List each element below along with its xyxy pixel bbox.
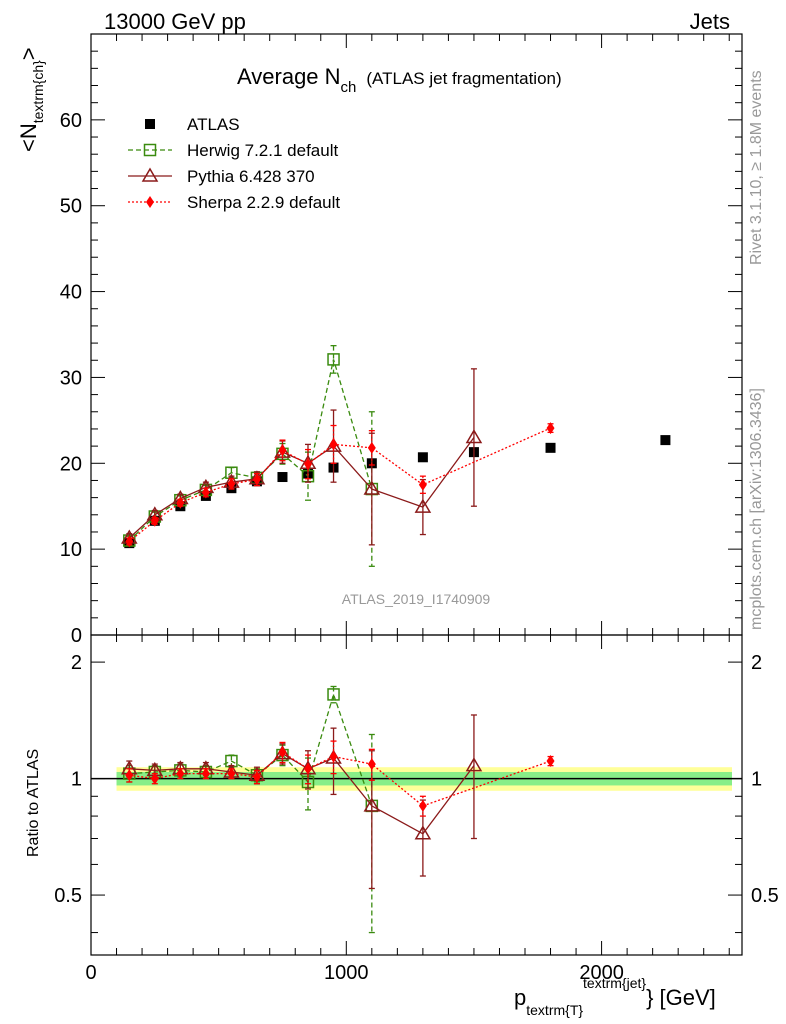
legend-label: ATLAS — [187, 115, 240, 134]
header-left: 13000 GeV pp — [104, 9, 246, 34]
series-line-pythia — [128, 437, 475, 539]
atlas-marker — [277, 472, 288, 483]
legend-entry: Pythia 6.428 370 — [128, 167, 315, 186]
pythia-marker — [141, 167, 159, 182]
sherpa-marker — [201, 486, 210, 499]
main-series — [120, 345, 671, 567]
ratio-y-tick-label-right: 1 — [751, 769, 762, 791]
sherpa-marker — [278, 444, 287, 457]
atlas-marker — [660, 435, 671, 446]
pythia-marker — [363, 797, 381, 812]
ratio-y-tick-label-right: 0.5 — [751, 885, 779, 907]
legend: ATLAS Herwig 7.2.1 default Pythia 6.428 37… — [128, 115, 340, 212]
sherpa-marker — [546, 755, 555, 768]
sherpa-marker — [329, 438, 338, 451]
x-tick-label: 2000 — [579, 962, 624, 984]
sherpa-marker — [176, 767, 185, 780]
y-tick-label: 0 — [71, 625, 82, 647]
pythia-marker — [465, 757, 483, 772]
sherpa-marker — [176, 496, 185, 509]
main-ticks: 0 10 20 30 40 50 60 — [60, 34, 742, 647]
series-line-herwig — [129, 692, 373, 807]
sherpa-marker — [367, 441, 376, 454]
sherpa-marker — [329, 750, 338, 763]
herwig-marker — [143, 143, 157, 157]
ratio-y-tick-label-right: 2 — [751, 652, 762, 674]
legend-label: Pythia 6.428 370 — [187, 167, 315, 186]
ratio-frame — [90, 634, 743, 956]
legend-entry: Herwig 7.2.1 default — [128, 141, 338, 160]
sherpa-marker — [252, 473, 261, 486]
sherpa-marker — [150, 772, 159, 785]
series-line-herwig — [128, 359, 373, 542]
mcplots-label: mcplots.cern.ch [arXiv:1306.3436] — [748, 388, 765, 630]
pythia-marker — [363, 480, 381, 495]
pythia-marker — [465, 429, 483, 444]
sherpa-marker — [304, 458, 312, 471]
legend-entry: Sherpa 2.2.9 default — [128, 193, 340, 212]
y-tick-label: 60 — [60, 110, 82, 132]
ratio-y-tick-label: 0.5 — [54, 885, 82, 907]
sherpa-marker — [201, 767, 210, 780]
sherpa-marker — [125, 535, 134, 548]
sherpa-marker — [418, 799, 427, 812]
y-tick-label: 30 — [60, 367, 82, 389]
x-tick-label: 1000 — [324, 962, 369, 984]
sherpa-marker — [125, 769, 134, 782]
sherpa-marker — [150, 514, 159, 527]
sherpa-marker — [252, 770, 261, 783]
herwig-marker — [327, 353, 340, 366]
series-line-sherpa — [129, 751, 551, 807]
legend-label: Sherpa 2.2.9 default — [187, 193, 340, 212]
legend-entry: ATLAS — [145, 115, 240, 134]
y-tick-label: 20 — [60, 453, 82, 475]
ratio-y-tick-label: 1 — [71, 769, 82, 791]
main-panel: 0 10 20 30 40 50 60 Average Nch (ATLAS jet frag… — [60, 33, 743, 647]
series-sherpa — [125, 740, 555, 817]
sherpa-marker — [227, 477, 236, 490]
x-tick-label: 0 — [85, 962, 96, 984]
pythia-marker — [414, 498, 432, 513]
y-tick-label: 50 — [60, 196, 82, 218]
pythia-marker — [414, 825, 432, 840]
sherpa-marker — [367, 758, 376, 771]
chart-title: Average Nch (ATLAS jet fragmentation) — [237, 64, 562, 96]
y-tick-label: 40 — [60, 282, 82, 304]
series-pythia — [120, 714, 483, 890]
sherpa-marker — [146, 196, 154, 208]
sherpa-marker — [418, 478, 427, 491]
rivet-label: Rivet 3.1.10, ≥ 1.8M events — [748, 70, 765, 265]
ratio-series — [120, 685, 555, 934]
x-axis-title: ptextrm{T}textrm{jet}} [GeV] — [514, 975, 716, 1018]
main-ylabel: <Ntextrm{ch}> — [16, 47, 46, 152]
legend-label: Herwig 7.2.1 default — [187, 141, 338, 160]
ratio-uncertainty-band — [91, 767, 742, 791]
sherpa-marker — [304, 762, 312, 775]
ratio-ticks: 0.5 0.5 1 1 2 2 0 1000 2000 — [54, 635, 779, 984]
series-sherpa — [125, 422, 555, 548]
atlas-marker — [417, 452, 428, 463]
header-right: Jets — [690, 9, 730, 34]
ratio-y-tick-label: 2 — [71, 652, 82, 674]
ratio-panel: 0.5 0.5 1 1 2 2 0 1000 2000 — [54, 634, 779, 984]
atlas-marker — [145, 119, 155, 129]
series-line-sherpa — [128, 427, 551, 542]
sherpa-marker — [278, 746, 287, 759]
series-herwig — [123, 345, 379, 567]
y-tick-label: 10 — [60, 539, 82, 561]
ratio-ylabel: Ratio to ATLAS — [25, 749, 42, 857]
analysis-watermark: ATLAS_2019_I1740909 — [342, 591, 491, 607]
sherpa-marker — [227, 767, 236, 780]
series-herwig — [123, 685, 379, 934]
atlas-marker — [545, 442, 556, 453]
sherpa-marker — [546, 422, 555, 435]
herwig-marker — [327, 688, 340, 701]
